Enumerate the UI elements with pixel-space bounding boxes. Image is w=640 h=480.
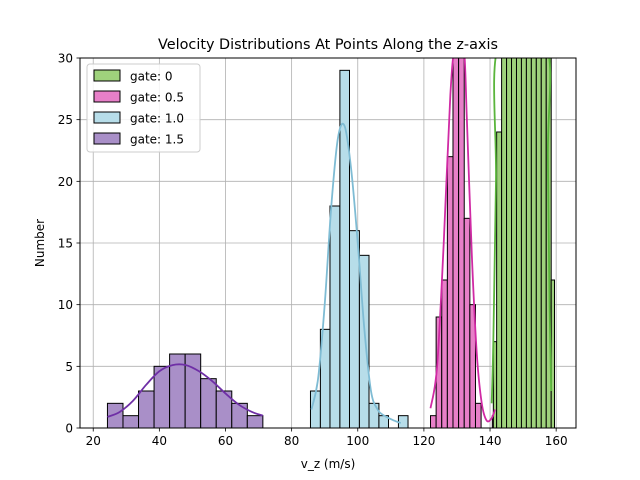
- histogram-bar: [463, 217, 471, 428]
- legend: gate: 0 gate: 0.5 gate: 1.0 gate: 1.5: [86, 63, 201, 153]
- histogram-bar: [511, 58, 517, 428]
- histogram-bar: [530, 58, 537, 428]
- density-curves: [107, 58, 553, 424]
- histogram-bar: [525, 58, 532, 428]
- histogram-bar: [550, 279, 556, 428]
- legend-label: gate: 0.5: [130, 91, 184, 105]
- x-tick-label: 140: [479, 434, 502, 448]
- histogram-bar: [515, 58, 522, 428]
- x-tick-label: 40: [152, 434, 167, 448]
- histogram-bar: [501, 58, 508, 428]
- y-axis: 0 5 10 15 20 25 30: [58, 52, 80, 436]
- histogram-bar: [231, 402, 248, 428]
- histogram-bar: [446, 156, 454, 428]
- histogram-bar: [122, 415, 140, 428]
- histogram-bar: [138, 390, 155, 428]
- histogram-bar: [496, 131, 503, 428]
- y-tick-label: 15: [58, 237, 73, 251]
- kde-curve: [429, 58, 496, 423]
- kde-curve: [490, 58, 553, 404]
- histogram-bar: [153, 365, 171, 428]
- y-tick-label: 30: [58, 52, 73, 66]
- y-axis-label: Number: [33, 219, 47, 267]
- legend-swatch: [93, 132, 121, 145]
- x-tick-label: 60: [218, 434, 233, 448]
- kde-curve: [310, 122, 402, 424]
- histogram-bar: [430, 415, 437, 428]
- histogram-bar: [520, 58, 527, 428]
- histogram-bar: [358, 254, 370, 428]
- x-tick-label: 100: [346, 434, 369, 448]
- x-tick-label: 80: [284, 434, 299, 448]
- histogram-bar: [506, 58, 513, 428]
- legend-label: gate: 1.0: [130, 112, 184, 126]
- histogram-bar: [329, 205, 341, 428]
- histogram-bar: [246, 415, 264, 428]
- kde-curve: [107, 363, 264, 418]
- histogram-bar: [348, 230, 360, 428]
- histogram-bar: [441, 279, 448, 428]
- x-tick-label: 20: [86, 434, 101, 448]
- y-tick-label: 25: [58, 113, 73, 127]
- x-tick-label: 160: [545, 434, 568, 448]
- legend-box: [86, 63, 201, 153]
- histogram-bar: [535, 58, 542, 428]
- histogram-bars: [106, 58, 556, 428]
- histogram-bar: [540, 58, 547, 428]
- histogram-bar: [452, 58, 460, 428]
- chart-title: Velocity Distributions At Points Along t…: [158, 37, 498, 53]
- legend-swatch: [93, 90, 121, 103]
- histogram-bar: [200, 378, 217, 428]
- y-tick-label: 10: [58, 298, 73, 312]
- legend-swatch: [93, 69, 121, 82]
- y-tick-label: 0: [65, 422, 73, 436]
- histogram-bar: [368, 402, 380, 428]
- histogram-bar: [458, 58, 465, 428]
- histogram-bar: [474, 402, 482, 428]
- y-tick-label: 20: [58, 175, 73, 189]
- y-tick-label: 5: [65, 360, 73, 374]
- legend-label: gate: 1.5: [130, 133, 184, 147]
- x-axis-label: v_z (m/s): [301, 457, 356, 471]
- x-axis: 20 40 60 80 100 120 140 160: [86, 428, 568, 448]
- x-tick-label: 120: [412, 434, 435, 448]
- legend-swatch: [93, 111, 121, 124]
- legend-label: gate: 0: [130, 70, 173, 84]
